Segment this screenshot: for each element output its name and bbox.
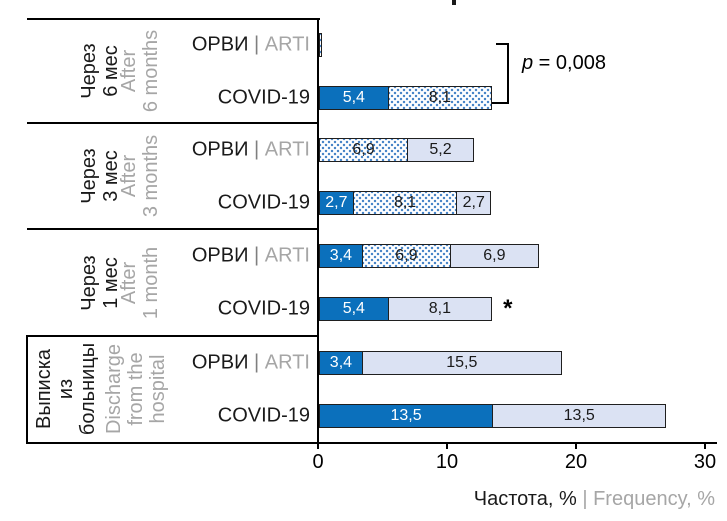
- bar-segment-dotted-orvi-6m: [319, 33, 322, 57]
- bar-segment-dotted-orvi-1m: 6,9: [361, 244, 451, 268]
- bar-segment-light-covid-discharge: 13,5: [492, 404, 667, 428]
- row-label-text-covid-1m: COVID-19: [217, 297, 310, 320]
- row-label-covid-1m: COVID-19: [218, 298, 310, 321]
- x-tick-mark-30: [704, 442, 706, 449]
- bar-segment-light-orvi-1m: 6,9: [449, 244, 539, 268]
- group-label-ru-discharge: Выписка из больницы: [33, 342, 99, 436]
- p-bracket-vertical: [507, 43, 509, 104]
- group-label-en-after-6-months: After 6 months: [118, 29, 162, 112]
- p-bracket-bottom-tick: [491, 102, 509, 104]
- row-label-orvi-1m: ОРВИ | ARTI: [192, 245, 310, 268]
- group-label-en-after-1-month: After 1 month: [118, 246, 162, 319]
- x-axis-title-en: Frequency, %: [593, 488, 715, 510]
- row-label-text-covid-6m: COVID-19: [217, 86, 310, 109]
- p-bracket-top-tick: [496, 43, 509, 45]
- row-label-orvi-6m: ОРВИ | ARTI: [192, 34, 310, 57]
- row-label-separator-orvi-6m: |: [248, 33, 265, 56]
- bar-segment-light-orvi-3m: 5,2: [407, 138, 475, 162]
- row-label-orvi-3m: ОРВИ | ARTI: [192, 139, 310, 162]
- p-value-stat: p: [522, 52, 534, 74]
- p-value-number: = 0,008: [533, 52, 606, 74]
- bar-segment-solid-covid-3m: 2,7: [319, 191, 354, 215]
- group-label-en-after-3-months: After 3 months: [118, 134, 162, 218]
- bar-segment-light-orvi-discharge: 15,5: [361, 351, 562, 375]
- row-label-en-orvi-discharge: ARTI: [264, 351, 310, 374]
- x-tick-label-30: 30: [693, 451, 717, 473]
- bar-segment-dotted-orvi-3m: 6,9: [319, 138, 408, 162]
- row-label-ru-orvi-3m: ОРВИ: [191, 138, 249, 161]
- row-label-en-orvi-6m: ARTI: [264, 33, 310, 56]
- y-axis-line: [317, 18, 319, 444]
- group-label-en-discharge: Discharge from the hospital: [103, 343, 169, 435]
- x-axis-title: Частота, % | Frequency, %: [474, 488, 715, 511]
- bar-segment-light-covid-3m: 2,7: [456, 191, 492, 215]
- row-label-ru-orvi-1m: ОРВИ: [191, 244, 249, 267]
- row-label-covid-discharge: COVID-19: [218, 405, 310, 428]
- bar-segment-solid-covid-discharge: 13,5: [319, 404, 494, 428]
- row-label-covid-6m: COVID-19: [218, 87, 310, 110]
- group-label-ru-after-6-months: Через 6 мес: [78, 42, 122, 99]
- significance-asterisk-covid-1m: *: [503, 295, 513, 322]
- row-label-en-orvi-3m: ARTI: [264, 138, 310, 161]
- group-divider-1: [27, 122, 318, 124]
- x-tick-mark-0: [317, 442, 319, 449]
- group-label-ru-after-1-month: Через 1 мес: [78, 254, 122, 311]
- x-tick-label-0: 0: [312, 451, 324, 473]
- row-label-separator-orvi-discharge: |: [248, 351, 265, 374]
- group-divider-2: [27, 228, 318, 230]
- row-label-separator-orvi-1m: |: [248, 244, 265, 267]
- frame-top-line: [27, 18, 320, 20]
- x-tick-mark-10: [446, 442, 448, 449]
- bar-segment-dotted-covid-3m: 8,1: [352, 191, 458, 215]
- row-label-orvi-discharge: ОРВИ | ARTI: [192, 352, 310, 375]
- cropped-text-artifact: [452, 0, 456, 5]
- row-label-ru-orvi-6m: ОРВИ: [191, 33, 249, 56]
- bar-segment-solid-orvi-1m: 3,4: [319, 244, 363, 268]
- x-tick-mark-20: [575, 442, 577, 449]
- x-axis-title-ru: Частота, %: [473, 488, 577, 510]
- row-label-en-orvi-1m: ARTI: [264, 244, 310, 267]
- x-tick-label-20: 20: [564, 451, 588, 473]
- bar-segment-solid-covid-6m: 5,4: [319, 86, 389, 110]
- row-label-ru-orvi-discharge: ОРВИ: [191, 351, 249, 374]
- row-label-separator-orvi-3m: |: [248, 138, 265, 161]
- x-tick-label-10: 10: [435, 451, 459, 473]
- row-label-text-covid-discharge: COVID-19: [217, 404, 310, 427]
- group-label-ru-after-3-months: Через 3 мес: [78, 148, 122, 204]
- bar-segment-solid-covid-1m: 5,4: [319, 297, 389, 321]
- x-axis-line: [27, 442, 717, 444]
- frame-left-line: [26, 335, 28, 444]
- bar-segment-light-covid-1m: 8,1: [387, 297, 493, 321]
- x-axis-title-separator: |: [582, 488, 588, 510]
- bar-segment-solid-orvi-discharge: 3,4: [319, 351, 363, 375]
- group-divider-3: [27, 335, 318, 337]
- p-value-annotation: p = 0,008: [522, 52, 606, 75]
- bar-segment-dotted-covid-6m: 8,1: [387, 86, 493, 110]
- row-label-covid-3m: COVID-19: [218, 192, 310, 215]
- row-label-text-covid-3m: COVID-19: [217, 191, 310, 214]
